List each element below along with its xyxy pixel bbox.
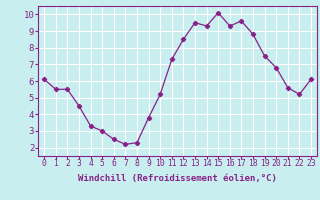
X-axis label: Windchill (Refroidissement éolien,°C): Windchill (Refroidissement éolien,°C)	[78, 174, 277, 183]
